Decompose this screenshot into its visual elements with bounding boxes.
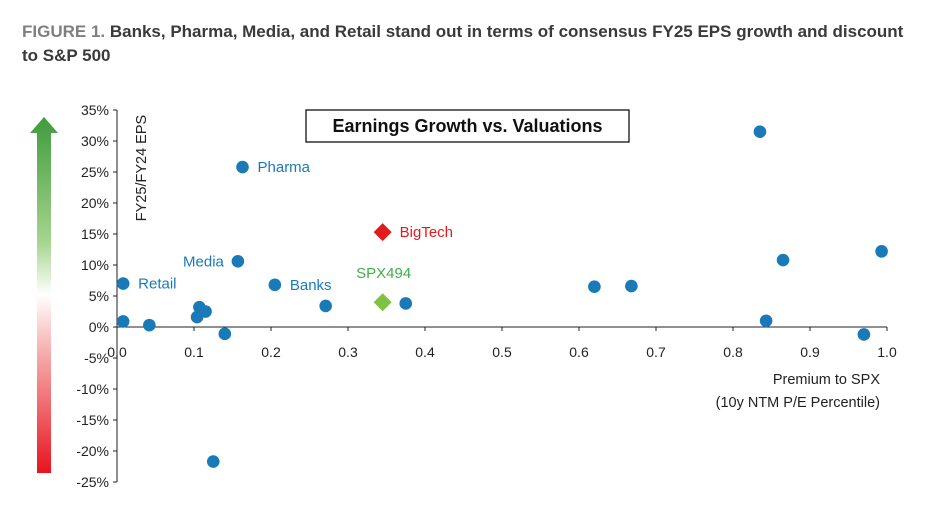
y-tick-label: 15% <box>81 226 109 242</box>
point-label-media: Media <box>183 253 225 270</box>
chart-title-box: Earnings Growth vs. Valuations <box>305 109 630 143</box>
scatter-point <box>236 160 249 174</box>
scatter-point <box>143 318 156 332</box>
x-tick-label: 0.0 <box>107 344 127 360</box>
x-ticks: 0.0 0.1 0.2 0.3 0.4 0.5 0.6 0.7 0.8 0.9 1.0 <box>107 327 897 360</box>
scatter-point <box>319 299 332 313</box>
y-tick-label: 35% <box>81 102 109 118</box>
x-tick-label: 0.2 <box>261 344 281 360</box>
scatter-point <box>116 277 130 290</box>
x-tick-label: 0.8 <box>723 344 743 360</box>
scatter-point <box>206 455 220 468</box>
figure-label: FIGURE 1. <box>22 22 106 41</box>
scatter-point <box>753 125 767 138</box>
x-tick-label: 1.0 <box>877 344 897 360</box>
y-axis-label: FY25/FY24 EPS <box>134 115 150 221</box>
point-label-pharma: Pharma <box>258 159 311 176</box>
point-label-banks: Banks <box>290 277 332 294</box>
y-tick-label: -10% <box>76 381 109 397</box>
scatter-point <box>268 278 282 292</box>
scatter-point <box>759 314 773 328</box>
x-tick-label: 0.1 <box>184 344 204 360</box>
scatter-point <box>588 280 601 294</box>
figure-caption: Banks, Pharma, Media, and Retail stand o… <box>22 22 904 65</box>
scatter-point <box>625 279 638 293</box>
scatter-point <box>857 328 871 341</box>
scatter-point <box>190 310 204 324</box>
y-tick-label: -20% <box>76 443 109 459</box>
scatter-point <box>231 254 245 268</box>
x-tick-label: 0.9 <box>800 344 820 360</box>
y-ticks: 35% 30% 25% 20% 15% 10% 5% 0% -5% -10% -15% -20% -25… <box>76 102 117 490</box>
x-tick-label: 0.5 <box>492 344 512 360</box>
y-tick-label: 10% <box>81 257 109 273</box>
x-tick-label: 0.3 <box>338 344 358 360</box>
x-tick-label: 0.4 <box>415 344 435 360</box>
scatter-point <box>399 297 413 310</box>
scatter-point <box>875 245 888 258</box>
point-label-retail: Retail <box>138 276 176 293</box>
diamond-spx494 <box>373 293 392 312</box>
y-tick-label: 30% <box>81 133 109 149</box>
y-tick-label: 5% <box>89 288 109 304</box>
diamond-bigtech <box>373 223 392 242</box>
y-tick-label: 0% <box>89 319 109 335</box>
y-tick-label: -25% <box>76 474 109 490</box>
growth-arrow-icon <box>30 117 58 473</box>
x-axis-label-line1: Premium to SPX <box>773 372 880 388</box>
y-tick-label: 25% <box>81 164 109 180</box>
x-axis-label-line2: (10y NTM P/E Percentile) <box>716 395 880 411</box>
figure-title: FIGURE 1. Banks, Pharma, Media, and Reta… <box>22 20 922 68</box>
y-tick-label: 20% <box>81 195 109 211</box>
y-tick-label: -5% <box>84 350 109 366</box>
chart-title: Earnings Growth vs. Valuations <box>332 116 602 136</box>
point-label-spx494: SPX494 <box>356 265 411 282</box>
x-tick-label: 0.6 <box>569 344 589 360</box>
scatter-point <box>218 327 232 341</box>
scatter-point <box>776 253 790 267</box>
x-tick-label: 0.7 <box>646 344 666 360</box>
y-tick-label: -15% <box>76 412 109 428</box>
scatter-point <box>116 315 130 328</box>
data-points: Pharma Media Retail Banks <box>116 125 888 468</box>
point-label-bigtech: BigTech <box>400 224 453 241</box>
highlight-points: BigTech SPX494 <box>356 223 453 312</box>
